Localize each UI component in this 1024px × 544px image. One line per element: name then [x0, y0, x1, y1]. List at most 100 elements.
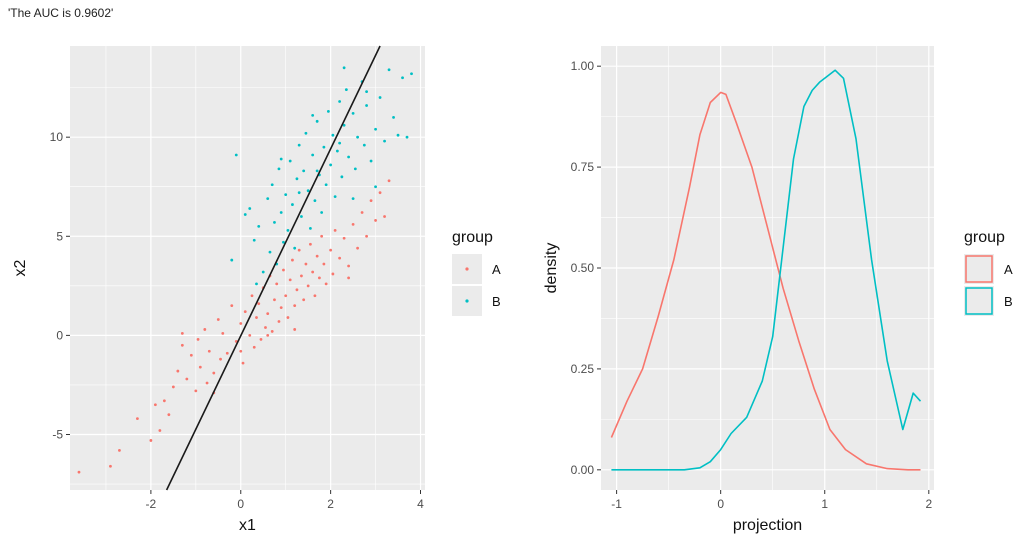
data-point-a [293, 328, 297, 331]
projection-line [165, 45, 381, 491]
data-point-a [264, 326, 267, 329]
data-point-a [365, 234, 368, 238]
data-point-a [374, 219, 377, 222]
data-point-a [196, 337, 200, 341]
data-point-a [162, 399, 166, 403]
scatter-panel: -2 0 2 4 -5 0 5 10 x1 x2 [12, 45, 425, 534]
data-point-a [356, 246, 359, 250]
data-point-b [342, 66, 346, 70]
density-line-a [610, 91, 921, 471]
data-point-b [338, 141, 342, 145]
data-point-a [309, 242, 312, 246]
legend-key-point-b [465, 299, 469, 303]
data-point-b [331, 133, 335, 137]
y-tick-label: 5 [56, 229, 63, 243]
data-point-b [279, 157, 283, 161]
data-point-b [374, 185, 377, 189]
y-tick-label: -5 [52, 428, 63, 442]
data-point-b [362, 143, 366, 147]
data-point-a [176, 369, 180, 373]
data-point-b [300, 215, 303, 218]
scatter-legend-keys: AB [452, 254, 501, 316]
data-point-a [315, 254, 319, 258]
data-point-a [203, 328, 207, 331]
scatter-y-ticks: -5 0 5 10 [50, 130, 70, 442]
data-point-a [304, 262, 308, 266]
data-point-b [302, 169, 306, 173]
density-legend: group AB [964, 229, 1013, 316]
data-point-b [315, 119, 319, 123]
data-point-b [340, 175, 344, 179]
data-point-b [286, 228, 290, 232]
data-point-a [277, 320, 281, 323]
data-point-a [369, 199, 373, 203]
y-tick-label: 0.25 [571, 362, 595, 376]
data-point-a [288, 278, 292, 282]
data-point-a [189, 353, 193, 357]
data-point-b [315, 169, 319, 173]
density-legend-title: group [964, 229, 1005, 246]
data-point-b [344, 88, 348, 92]
data-point-b [234, 153, 238, 157]
data-point-a [194, 389, 198, 393]
data-point-a [322, 262, 326, 266]
data-point-b [405, 135, 409, 139]
data-point-b [277, 167, 281, 171]
legend-label-a: A [1004, 262, 1013, 277]
data-point-a [297, 248, 301, 252]
data-point-a [338, 256, 342, 260]
data-point-b [257, 224, 261, 228]
data-point-a [239, 322, 243, 325]
data-point-b [306, 189, 310, 193]
data-point-b [365, 90, 368, 93]
data-point-b [273, 221, 276, 224]
density-legend-keys: AB [964, 254, 1013, 316]
data-point-a [286, 316, 290, 319]
data-point-a [205, 381, 209, 385]
density-y-axis-label: density [543, 243, 560, 294]
data-point-b [282, 240, 285, 244]
data-point-a [118, 448, 121, 452]
data-point-a [252, 345, 256, 349]
data-point-a [331, 272, 335, 276]
data-point-b [266, 197, 270, 201]
density-y-ticks: 0.00 0.25 0.50 0.75 1.00 [571, 59, 601, 477]
data-point-b [365, 104, 368, 107]
legend-key-bg [964, 286, 994, 316]
y-tick-label: 0.00 [571, 463, 595, 477]
data-point-a [221, 332, 225, 335]
data-point-a [266, 333, 270, 337]
data-point-b [304, 131, 308, 135]
data-point-b [378, 96, 382, 99]
data-point-a [313, 294, 317, 298]
data-point-b [335, 149, 339, 153]
legend-label-a: A [492, 262, 501, 277]
x-tick-label: 1 [821, 497, 828, 511]
auc-text: 'The AUC is 0.9602' [8, 6, 114, 20]
y-tick-label: 10 [50, 130, 64, 144]
data-point-a [180, 332, 184, 335]
data-point-a [243, 310, 247, 314]
data-point-b [374, 127, 377, 131]
data-point-a [158, 429, 162, 432]
x-tick-label: 0 [237, 497, 244, 511]
data-point-b [347, 155, 351, 159]
density-line-b [611, 69, 922, 471]
data-point-a [302, 298, 306, 302]
data-point-a [198, 365, 202, 369]
scatter-points [77, 66, 413, 474]
data-point-a [293, 304, 297, 308]
data-point-b [288, 159, 292, 163]
data-point-a [180, 343, 184, 347]
data-point-a [207, 349, 211, 353]
data-point-a [279, 306, 283, 310]
data-point-b [309, 226, 312, 230]
data-point-b [279, 211, 283, 214]
data-point-a [360, 211, 364, 214]
data-point-b [252, 238, 256, 242]
data-point-b [230, 258, 234, 262]
data-point-a [239, 349, 243, 353]
data-point-a [185, 377, 189, 381]
data-point-a [291, 258, 294, 262]
